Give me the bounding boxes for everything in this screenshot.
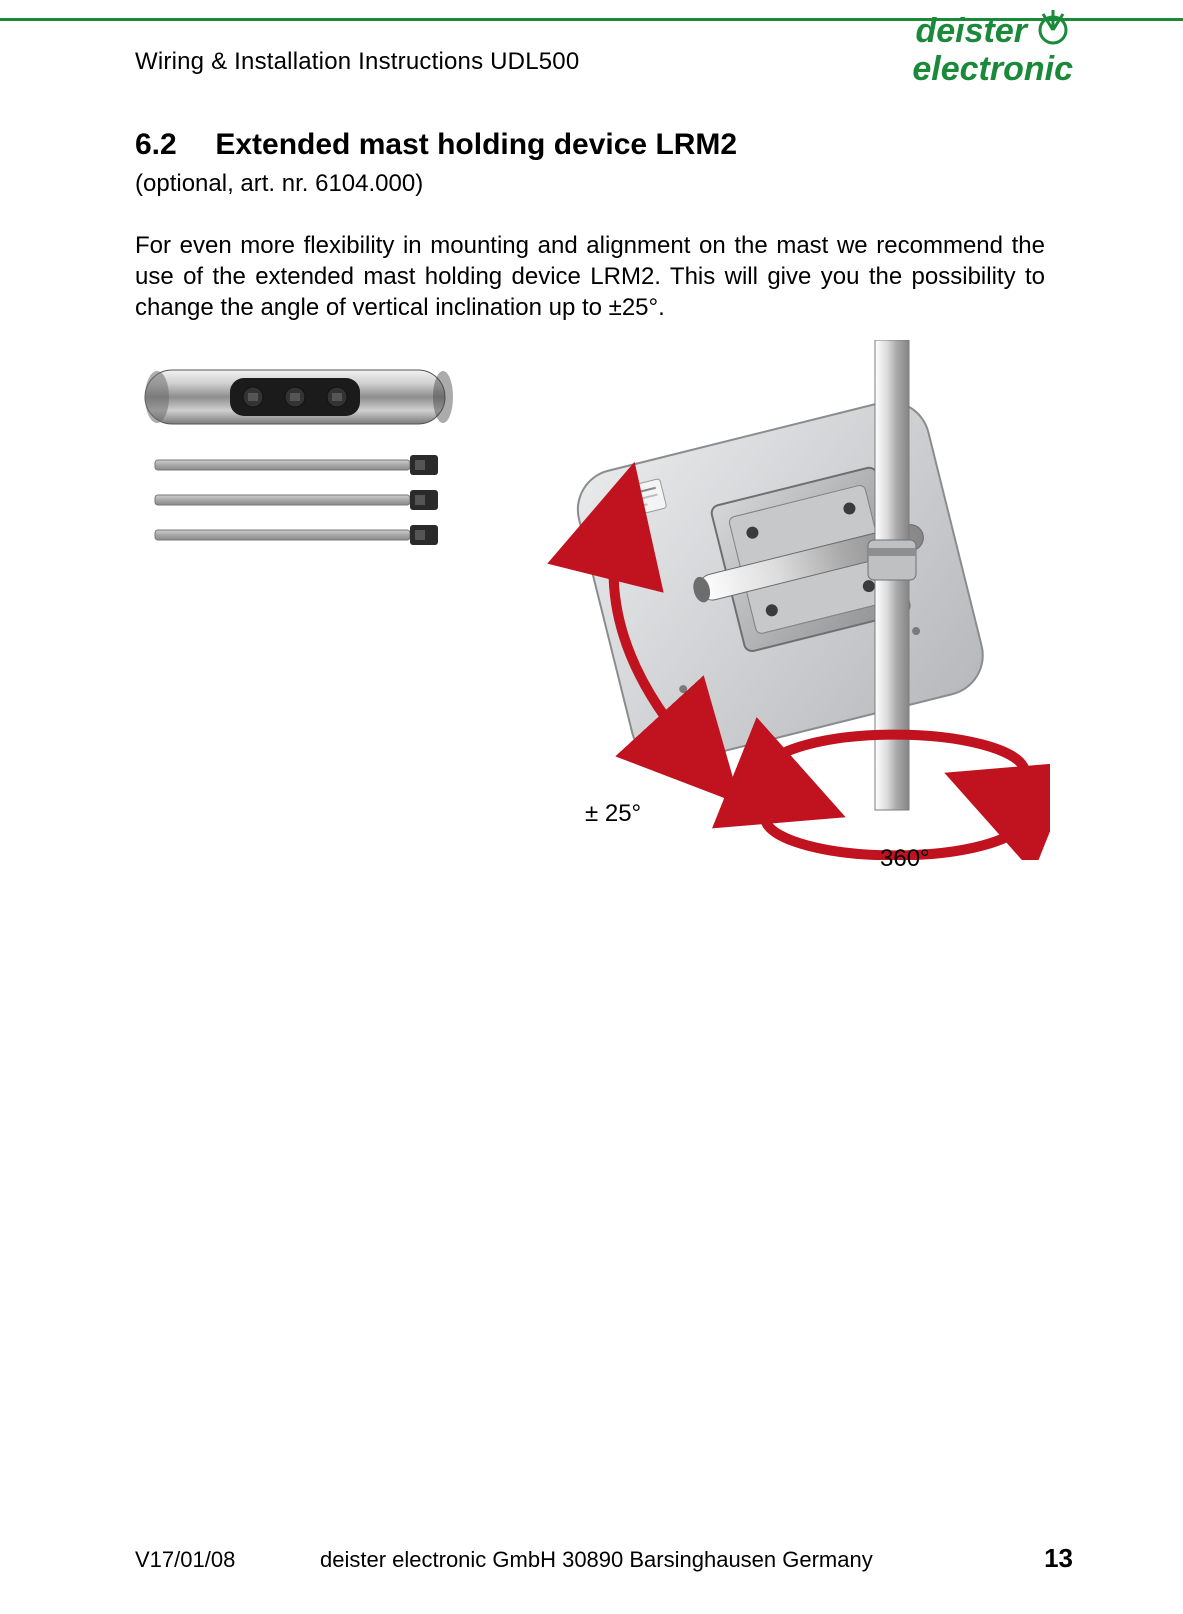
figure-left-parts — [135, 360, 465, 585]
footer-version: V17/01/08 — [135, 1547, 320, 1573]
section-subtitle: (optional, art. nr. 6104.000) — [135, 170, 423, 198]
footer-page-number: 13 — [1044, 1543, 1073, 1574]
rotation-angle-label: 360° — [880, 845, 930, 873]
tilt-angle-label: ± 25° — [585, 800, 641, 828]
section-paragraph: For even more flexibility in mounting an… — [135, 230, 1045, 324]
brand-antenna-icon — [1033, 8, 1073, 53]
section-number: 6.2 — [135, 128, 207, 162]
document-page: Wiring & Installation Instructions UDL50… — [0, 0, 1183, 1614]
section-heading: 6.2 Extended mast holding device LRM2 — [135, 128, 737, 162]
doc-title: Wiring & Installation Instructions UDL50… — [135, 48, 579, 76]
section-title: Extended mast holding device LRM2 — [215, 128, 737, 161]
figure-right-device — [530, 340, 1050, 840]
brand-line1-text: deister — [916, 15, 1028, 47]
page-footer: V17/01/08 deister electronic GmbH 30890 … — [135, 1543, 1073, 1574]
brand-line2-text: electronic — [912, 50, 1073, 88]
brand-logo: deister electronic — [912, 8, 1073, 86]
footer-company: deister electronic GmbH 30890 Barsinghau… — [320, 1547, 1044, 1573]
